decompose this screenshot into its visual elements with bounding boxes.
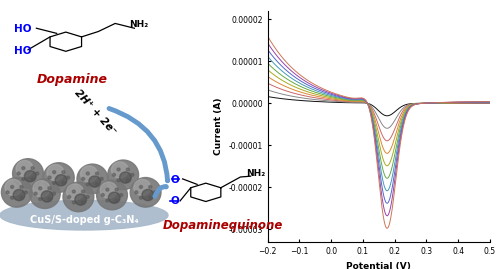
Circle shape <box>52 192 56 195</box>
Circle shape <box>82 178 84 180</box>
Circle shape <box>6 191 9 194</box>
Circle shape <box>115 188 118 191</box>
Circle shape <box>100 178 103 180</box>
Circle shape <box>108 160 138 190</box>
Circle shape <box>31 178 34 180</box>
Circle shape <box>5 179 22 196</box>
Circle shape <box>82 201 84 204</box>
Y-axis label: Current (A): Current (A) <box>214 98 222 155</box>
Circle shape <box>126 168 130 171</box>
Circle shape <box>30 179 60 208</box>
Circle shape <box>10 196 14 199</box>
Circle shape <box>117 179 120 182</box>
Circle shape <box>112 174 116 176</box>
Text: Dopamine: Dopamine <box>36 73 108 86</box>
Circle shape <box>68 195 70 199</box>
Circle shape <box>72 190 76 193</box>
Circle shape <box>48 176 51 179</box>
Circle shape <box>20 185 23 188</box>
Circle shape <box>117 168 120 171</box>
Circle shape <box>34 192 37 195</box>
Text: Dopaminequinone: Dopaminequinone <box>162 219 283 232</box>
Text: 2H⁺ + 2e⁻: 2H⁺ + 2e⁻ <box>73 87 118 136</box>
Text: NH₂: NH₂ <box>246 169 266 178</box>
Circle shape <box>48 198 51 201</box>
Circle shape <box>140 185 142 188</box>
Circle shape <box>82 190 84 193</box>
Circle shape <box>96 172 98 175</box>
Circle shape <box>120 194 123 196</box>
Circle shape <box>12 159 44 188</box>
Circle shape <box>47 165 64 181</box>
Circle shape <box>112 162 128 178</box>
Circle shape <box>20 196 23 199</box>
Circle shape <box>24 171 36 182</box>
Circle shape <box>126 179 130 182</box>
Text: HO: HO <box>14 24 32 34</box>
Circle shape <box>38 198 42 201</box>
Circle shape <box>66 176 70 179</box>
Circle shape <box>48 187 51 190</box>
Circle shape <box>72 201 76 204</box>
Circle shape <box>100 182 117 198</box>
Circle shape <box>80 166 98 182</box>
Circle shape <box>96 183 98 186</box>
Text: O: O <box>171 175 179 185</box>
Circle shape <box>86 172 90 175</box>
Circle shape <box>36 172 39 175</box>
Circle shape <box>115 199 118 202</box>
Circle shape <box>33 181 50 197</box>
Text: O: O <box>171 196 179 206</box>
Circle shape <box>10 185 14 188</box>
FancyArrowPatch shape <box>155 187 166 196</box>
Circle shape <box>16 161 33 177</box>
Circle shape <box>38 187 42 190</box>
Circle shape <box>142 189 154 201</box>
FancyArrowPatch shape <box>109 108 168 181</box>
Text: HO: HO <box>14 46 32 56</box>
Circle shape <box>52 182 56 185</box>
Circle shape <box>55 175 67 186</box>
Circle shape <box>77 164 108 194</box>
Circle shape <box>106 199 109 202</box>
Circle shape <box>66 184 84 200</box>
Circle shape <box>148 196 152 199</box>
Circle shape <box>131 174 134 176</box>
Circle shape <box>22 167 25 169</box>
Circle shape <box>52 171 56 174</box>
Circle shape <box>63 182 94 212</box>
Circle shape <box>41 191 53 202</box>
Circle shape <box>2 178 32 207</box>
Text: NH₂: NH₂ <box>129 20 148 29</box>
Circle shape <box>134 179 150 196</box>
Circle shape <box>31 167 34 169</box>
Circle shape <box>135 191 138 194</box>
Circle shape <box>86 195 89 199</box>
Circle shape <box>89 176 101 187</box>
Circle shape <box>86 183 90 186</box>
Circle shape <box>75 194 86 205</box>
Circle shape <box>101 194 104 196</box>
Circle shape <box>62 171 65 174</box>
Text: CuS/S-doped g-C₃N₄: CuS/S-doped g-C₃N₄ <box>30 215 138 225</box>
Circle shape <box>108 192 120 203</box>
Ellipse shape <box>0 200 168 230</box>
Circle shape <box>154 191 156 194</box>
Circle shape <box>17 172 20 175</box>
Circle shape <box>24 191 28 194</box>
Circle shape <box>130 178 161 207</box>
Circle shape <box>22 178 25 180</box>
Circle shape <box>96 180 128 210</box>
Circle shape <box>120 172 132 183</box>
Circle shape <box>140 196 142 199</box>
Circle shape <box>148 185 152 188</box>
Circle shape <box>106 188 109 191</box>
Circle shape <box>62 182 65 185</box>
Circle shape <box>44 163 74 192</box>
Circle shape <box>13 189 25 201</box>
X-axis label: Potential (V): Potential (V) <box>346 261 411 269</box>
